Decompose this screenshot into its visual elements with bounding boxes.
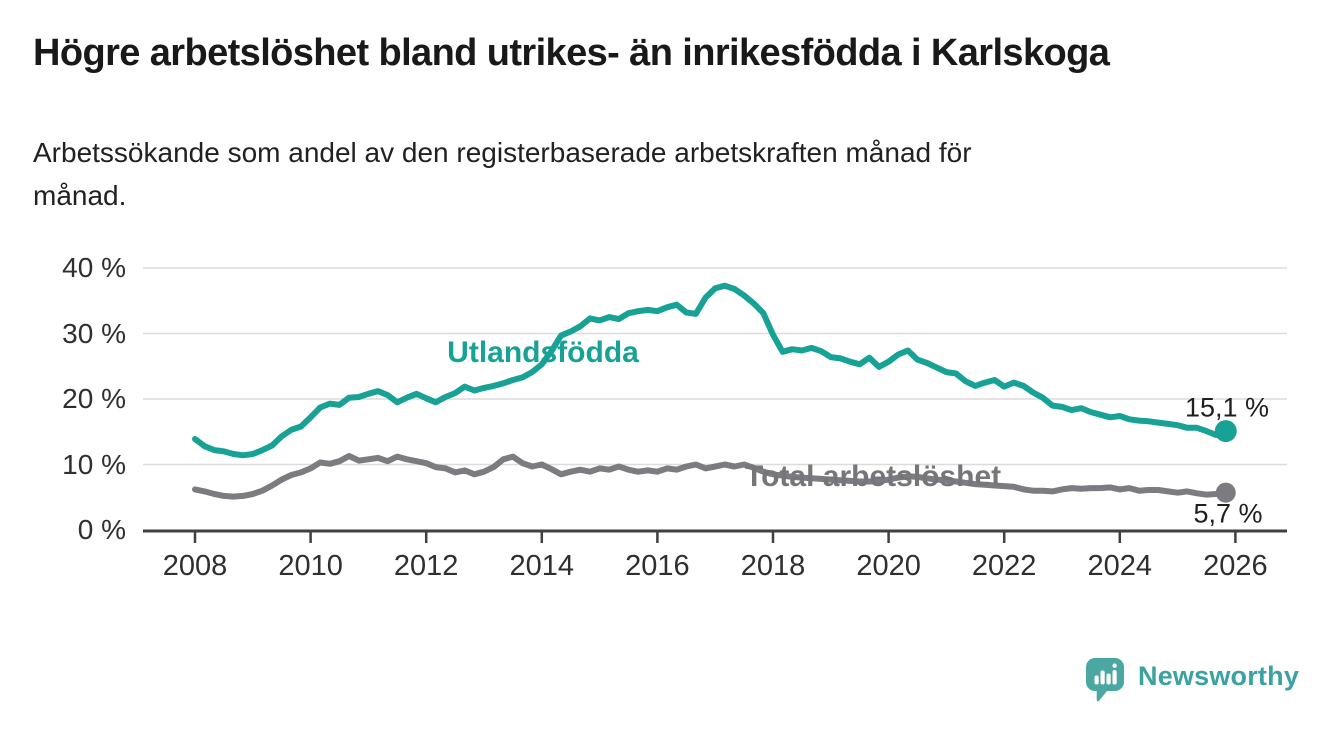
x-tick-label-2008: 2008 — [162, 550, 228, 582]
y-tick-label-0: 0 % — [77, 514, 126, 545]
total-end-dot — [1215, 482, 1236, 503]
y-tick-label-20: 20 % — [62, 383, 126, 414]
y-tick-label-10: 10 % — [62, 448, 126, 480]
newsworthy-logo: Newsworthy — [1086, 658, 1299, 702]
end-value-label-total: 5,7 % — [1193, 498, 1263, 529]
logo-bubble-shape — [1086, 658, 1124, 702]
y-tick-label-40: 40 % — [62, 252, 126, 283]
logo-bar-1 — [1094, 675, 1099, 685]
page-subtitle: Arbetssökande som andel av den registerb… — [33, 137, 972, 211]
page-title: Högre arbetslöshet bland utrikes- än inr… — [33, 32, 1110, 74]
y-tick-label-30: 30 % — [62, 317, 126, 349]
series-label-utlandsfodda: Utlandsfödda — [447, 336, 639, 369]
x-tick-label-2014: 2014 — [509, 550, 575, 582]
foreign-born-line — [192, 282, 1229, 459]
x-tick-label-2010: 2010 — [278, 550, 343, 582]
x-tick-label-2020: 2020 — [856, 550, 921, 582]
x-tick-label-2016: 2016 — [625, 550, 690, 582]
x-tick-label-2024: 2024 — [1087, 550, 1153, 582]
x-tick-label-2012: 2012 — [393, 550, 459, 582]
newsworthy-logo-text: Newsworthy — [1138, 660, 1300, 691]
series-label-total-arbetsloshet: Total arbetslöshet — [745, 460, 1002, 493]
logo-bar-2 — [1100, 670, 1105, 685]
logo-exclamation-bar — [1112, 670, 1117, 685]
x-tick-label-2018: 2018 — [740, 550, 806, 582]
foreign-born-end-dot — [1214, 420, 1237, 443]
total-unemployment-line — [192, 453, 1229, 500]
x-tick-label-2026: 2026 — [1203, 550, 1268, 582]
logo-exclamation-dot — [1112, 663, 1117, 668]
end-value-label-utlandsfodda: 15,1 % — [1184, 392, 1270, 423]
newsworthy-logo-icon — [1086, 658, 1124, 702]
x-tick-label-2022: 2022 — [971, 550, 1037, 582]
logo-bar-3 — [1106, 673, 1111, 685]
